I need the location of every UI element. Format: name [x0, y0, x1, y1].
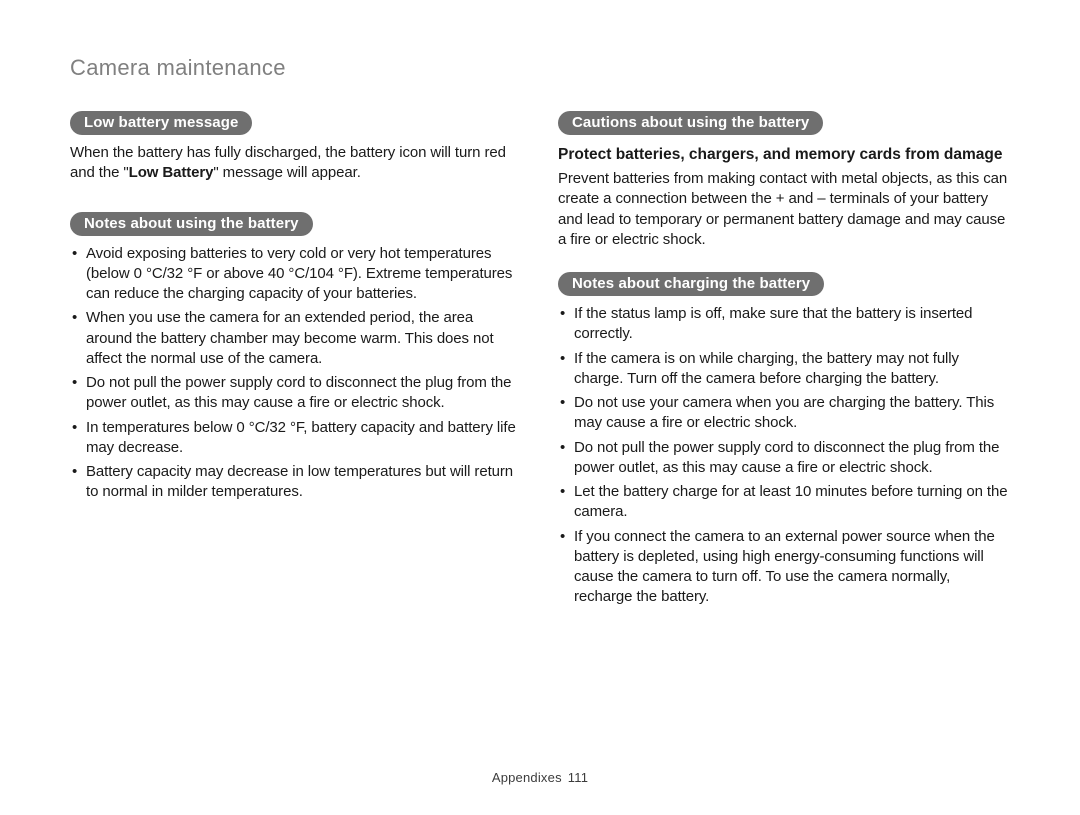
list-item: If the camera is on while charging, the … [558, 349, 1010, 390]
footer-page-number: 111 [568, 770, 588, 785]
left-column: Low battery message When the battery has… [70, 111, 522, 612]
low-battery-text-after: " message will appear. [213, 164, 360, 181]
list-item: Do not pull the power supply cord to dis… [558, 438, 1010, 479]
notes-using-list: Avoid exposing batteries to very cold or… [70, 244, 522, 503]
list-item: In temperatures below 0 °C/32 °F, batter… [70, 418, 522, 459]
section-notes-charging: Notes about charging the battery If the … [558, 272, 1010, 608]
page-title: Camera maintenance [70, 55, 1010, 81]
list-item: Do not pull the power supply cord to dis… [70, 373, 522, 414]
pill-cautions: Cautions about using the battery [558, 111, 823, 135]
section-notes-using-battery: Notes about using the battery Avoid expo… [70, 212, 522, 503]
list-item: Avoid exposing batteries to very cold or… [70, 244, 522, 305]
pill-low-battery: Low battery message [70, 111, 252, 135]
list-item: If you connect the camera to an external… [558, 527, 1010, 608]
pill-notes-using: Notes about using the battery [70, 212, 313, 236]
footer: Appendixes 111 [0, 770, 1080, 785]
low-battery-strong: Low Battery [129, 164, 214, 181]
section-low-battery: Low battery message When the battery has… [70, 111, 522, 184]
right-column: Cautions about using the battery Protect… [558, 111, 1010, 612]
columns: Low battery message When the battery has… [70, 111, 1010, 612]
low-battery-paragraph: When the battery has fully discharged, t… [70, 143, 522, 184]
cautions-paragraph: Prevent batteries from making contact wi… [558, 169, 1010, 250]
notes-charging-list: If the status lamp is off, make sure tha… [558, 304, 1010, 608]
list-item: Battery capacity may decrease in low tem… [70, 462, 522, 503]
page: Camera maintenance Low battery message W… [0, 0, 1080, 815]
list-item: Do not use your camera when you are char… [558, 393, 1010, 434]
section-cautions: Cautions about using the battery Protect… [558, 111, 1010, 250]
pill-notes-charging: Notes about charging the battery [558, 272, 824, 296]
list-item: Let the battery charge for at least 10 m… [558, 482, 1010, 523]
cautions-subhead: Protect batteries, chargers, and memory … [558, 145, 1010, 165]
footer-label: Appendixes [492, 770, 562, 785]
list-item: When you use the camera for an extended … [70, 308, 522, 369]
list-item: If the status lamp is off, make sure tha… [558, 304, 1010, 345]
